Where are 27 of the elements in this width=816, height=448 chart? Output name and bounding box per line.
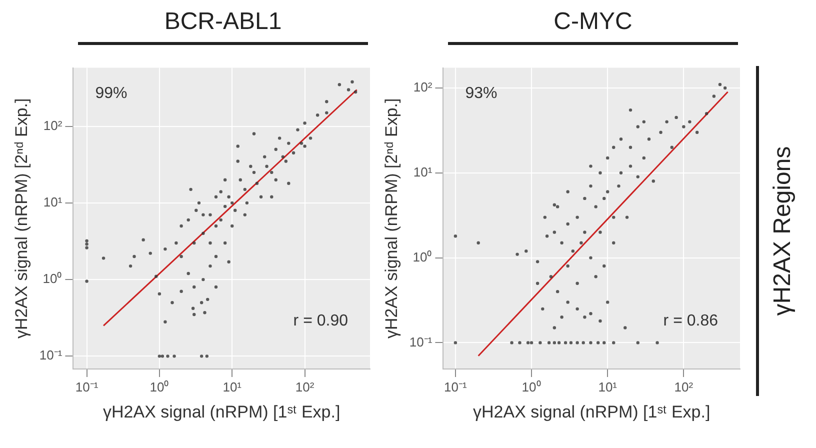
x-tick-label: 10² xyxy=(295,379,315,394)
x-axis-title: γH2AX signal (nRPM) [1ˢᵗ Exp.] xyxy=(472,402,710,422)
y-axis-title: γH2AX signal (nRPM) [2ⁿᵈ Exp.] xyxy=(382,98,401,339)
annotation: 99% xyxy=(95,85,128,102)
chart-title: BCR-ABL1 xyxy=(78,8,368,45)
y-tick-label: 10¹ xyxy=(43,194,63,210)
x-tick-label: 10⁰ xyxy=(522,379,542,394)
chart-title: C-MYC xyxy=(448,8,738,45)
y-tick-label: 10⁰ xyxy=(42,271,62,286)
annotation: 93% xyxy=(465,85,498,102)
y-tick-label: 10¹ xyxy=(413,164,433,180)
y-tick-label: 10² xyxy=(43,118,63,133)
x-tick-label: 10¹ xyxy=(222,379,242,394)
y-tick-label: 10² xyxy=(413,80,433,95)
y-tick-label: 10⁻¹ xyxy=(409,334,433,350)
x-tick-label: 10⁻¹ xyxy=(75,379,99,394)
y-tick-label: 10⁰ xyxy=(412,249,432,264)
y-axis-title: γH2AX signal (nRPM) [2ⁿᵈ Exp.] xyxy=(12,98,31,339)
x-tick-label: 10¹ xyxy=(598,379,618,394)
annotation: r = 0.90 xyxy=(293,312,348,330)
y-tick-label: 10⁻¹ xyxy=(39,348,63,363)
x-tick-label: 10² xyxy=(674,379,694,394)
y2-axis-title: γH2AX Regions xyxy=(769,146,797,316)
annotation: r = 0.86 xyxy=(663,312,718,330)
x-tick-label: 10⁻¹ xyxy=(444,379,468,394)
x-tick-label: 10⁰ xyxy=(150,379,170,394)
x-axis-title: γH2AX signal (nRPM) [1ˢᵗ Exp.] xyxy=(102,402,340,422)
